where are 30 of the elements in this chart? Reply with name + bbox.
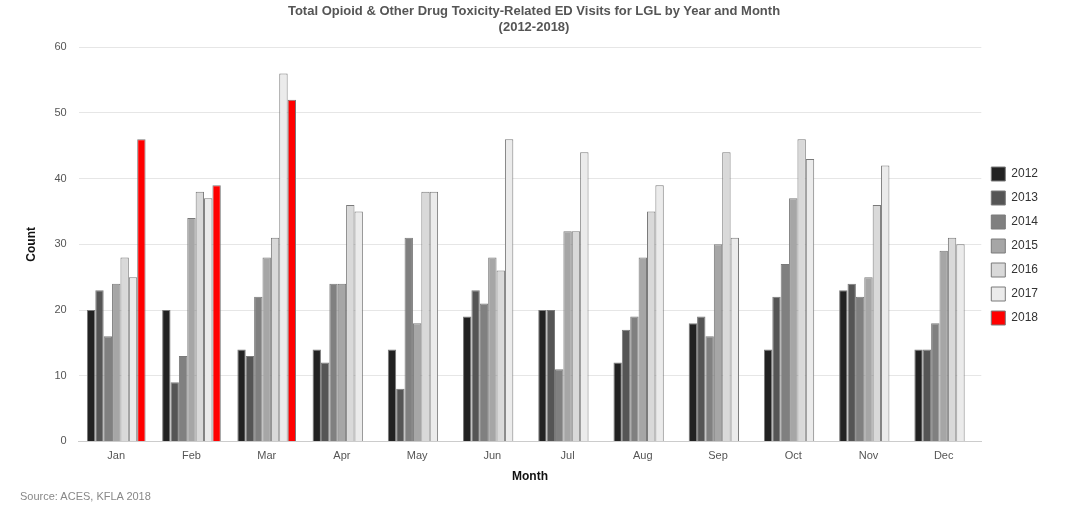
legend-label: 2017 [1011, 286, 1039, 301]
legend-label: 2015 [1011, 238, 1039, 253]
chart-title: Total Opioid & Other Drug Toxicity-Related ED Visits for LGL by Year and Month (2012-2018) [287, 3, 781, 34]
x-tick-label: Aug [633, 449, 653, 462]
x-tick-label: Sep [708, 449, 728, 462]
source-note: Source: ACES, KFLA 2018 [20, 489, 151, 502]
x-tick-label: Dec [933, 449, 954, 462]
x-tick-label: Mar [257, 449, 277, 462]
x-tick-label: Oct [784, 449, 802, 462]
y-tick-label: 30 [54, 237, 67, 250]
y-tick-label: 60 [54, 40, 67, 53]
x-tick-label: Jan [107, 449, 126, 462]
y-tick-label: 10 [54, 368, 67, 381]
legend-label: 2012 [1011, 166, 1039, 181]
x-tick-label: Jul [560, 449, 575, 462]
x-tick-label: Feb [181, 449, 201, 462]
x-tick-label: Apr [333, 449, 351, 462]
y-tick-label: 40 [54, 171, 67, 184]
x-tick-label: May [406, 449, 429, 462]
legend-label: 2014 [1011, 214, 1039, 229]
y-tick-label: 20 [54, 303, 67, 316]
legend-label: 2016 [1011, 262, 1039, 277]
y-axis-title: Count [23, 226, 38, 262]
y-tick-label: 0 [60, 434, 67, 447]
y-tick-label: 50 [54, 105, 67, 118]
x-tick-label: Jun [483, 449, 502, 462]
legend-label: 2018 [1011, 310, 1039, 325]
legend-label: 2013 [1011, 190, 1039, 205]
x-axis-title: Month [511, 469, 548, 484]
x-tick-label: Nov [858, 449, 879, 462]
